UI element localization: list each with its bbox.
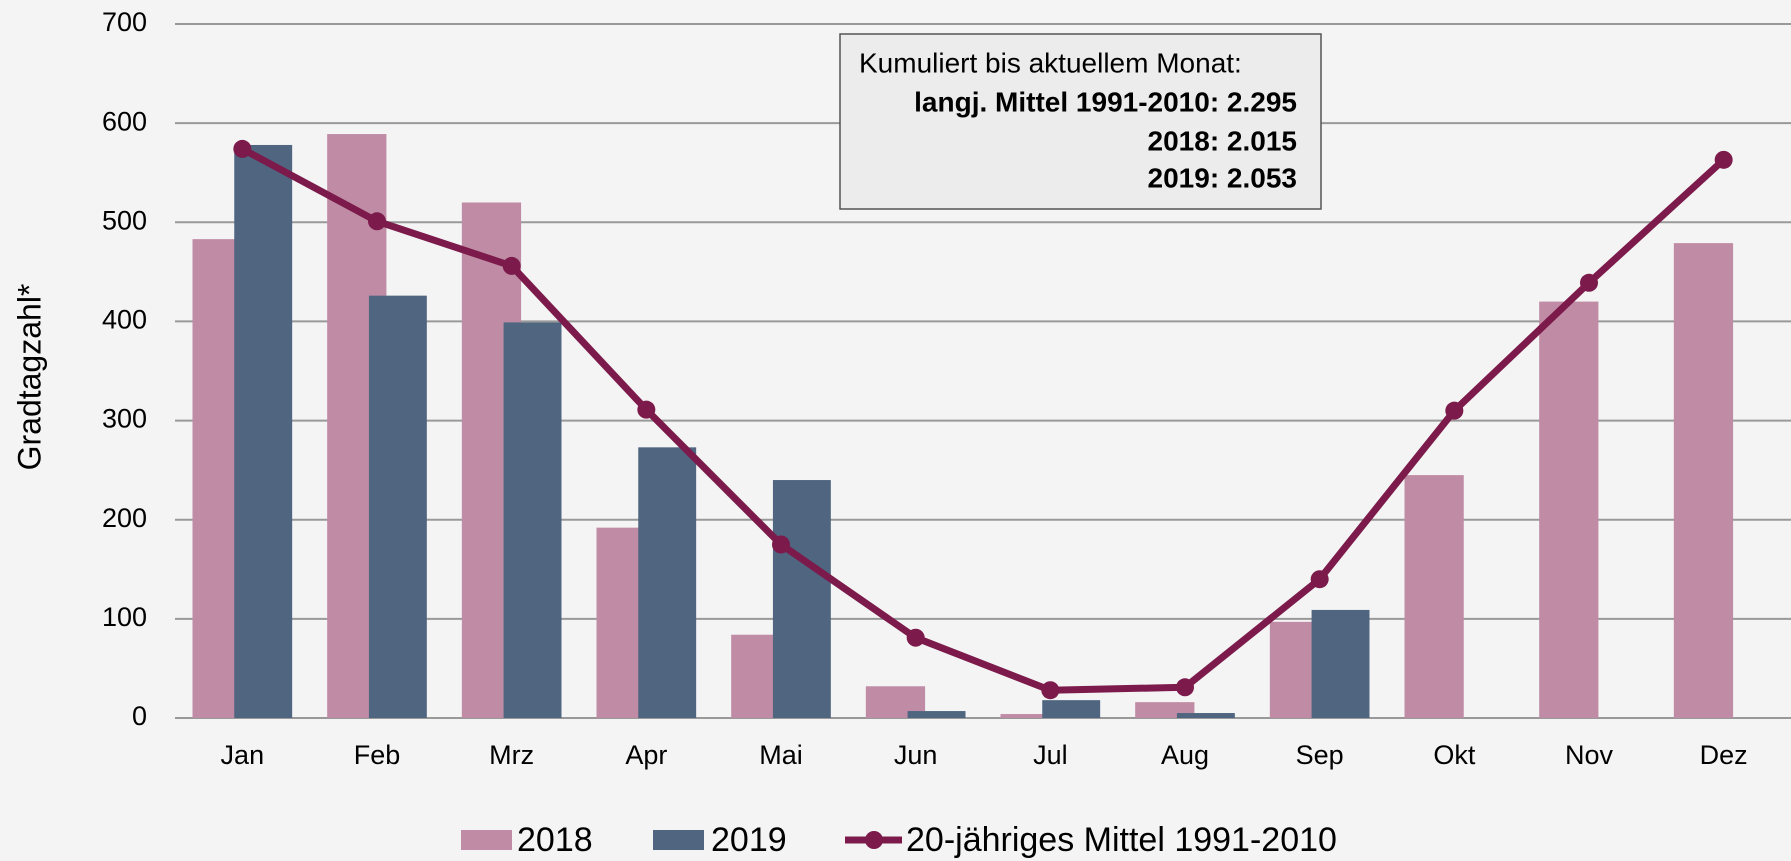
x-tick-label: Jan: [221, 740, 265, 770]
bar: [638, 447, 697, 718]
annotation-text: Kumuliert bis aktuellem Monat:: [859, 47, 1242, 78]
bar: [1404, 475, 1464, 718]
bar: [368, 295, 427, 718]
annotation-text: langj. Mittel 1991-2010: 2.295: [914, 86, 1297, 117]
x-tick-label: Okt: [1433, 740, 1476, 770]
y-tick-label: 100: [102, 602, 147, 632]
y-tick-label: 300: [102, 404, 147, 434]
y-tick-label: 500: [102, 205, 147, 235]
legend-label: 2019: [711, 821, 787, 859]
bar: [1000, 714, 1060, 718]
legend-swatch: [461, 830, 512, 850]
y-axis-label: Gradtagzahl*: [11, 284, 47, 471]
x-tick-label: Aug: [1161, 740, 1209, 770]
legend-label: 2018: [517, 821, 593, 859]
bar: [907, 711, 966, 718]
bar: [1042, 700, 1101, 718]
bar: [1539, 301, 1599, 718]
line-marker: [1714, 150, 1733, 169]
line-marker: [906, 628, 925, 647]
annotation-text: 2019: 2.053: [1148, 162, 1297, 193]
bar: [1673, 243, 1734, 718]
x-tick-label: Feb: [354, 740, 401, 770]
x-tick-label: Jun: [894, 740, 938, 770]
line: [240, 145, 1727, 694]
line-marker: [1310, 570, 1329, 589]
y-tick-label: 700: [102, 7, 147, 37]
y-tick-label: 400: [102, 305, 147, 335]
annotation-box: [839, 33, 1322, 210]
x-tick-label: Apr: [625, 740, 667, 770]
legend-label: 20-jähriges Mittel 1991-2010: [906, 821, 1337, 859]
line-marker: [368, 212, 386, 231]
x-tick-label: Nov: [1565, 740, 1614, 770]
line-marker: [502, 256, 521, 275]
y-tick-label: 200: [102, 503, 147, 533]
x-tick-label: Mai: [759, 740, 803, 770]
annotation-text: 2018: 2.015: [1148, 125, 1297, 156]
bar: [1311, 609, 1370, 718]
line-marker: [1176, 678, 1194, 697]
bar: [234, 144, 293, 718]
legend-swatch: [653, 830, 704, 850]
y-tick-label: 0: [132, 701, 147, 731]
line-marker: [637, 400, 656, 419]
line-marker: [1041, 681, 1060, 700]
x-tick-label: Sep: [1296, 740, 1344, 770]
line-marker: [1580, 273, 1598, 292]
y-tick-label: 600: [102, 106, 147, 136]
bar: [772, 480, 831, 718]
bar: [503, 322, 562, 718]
line-marker: [1445, 401, 1464, 420]
x-tick-label: Dez: [1700, 740, 1748, 770]
line-marker: [772, 535, 790, 554]
line-marker: [233, 139, 252, 158]
x-tick-label: Mrz: [489, 740, 534, 770]
legend-swatch: [865, 831, 883, 849]
x-tick-label: Jul: [1033, 740, 1068, 770]
bar: [1176, 713, 1235, 718]
